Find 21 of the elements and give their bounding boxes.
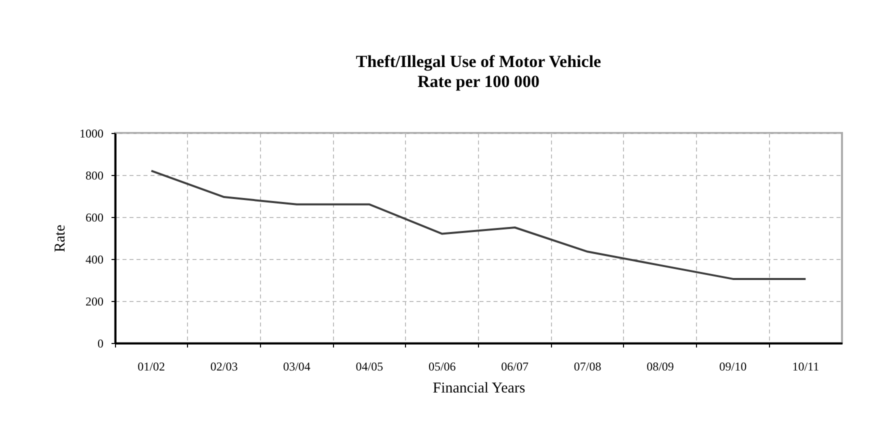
chart-subtitle: Rate per 100 000 — [418, 72, 540, 91]
x-tick-label: 04/05 — [356, 360, 384, 374]
line-series — [150, 170, 807, 280]
chart-title: Theft/Illegal Use of Motor Vehicle — [356, 52, 602, 71]
y-tick-label: 1000 — [80, 126, 104, 140]
y-tick-label: 200 — [86, 294, 104, 308]
x-tick-label: 03/04 — [283, 360, 310, 374]
y-tick-label: 800 — [86, 168, 104, 182]
x-tick-label: 10/11 — [792, 360, 820, 374]
y-tick-label: 400 — [86, 252, 104, 266]
x-tick-label: 08/09 — [646, 360, 674, 374]
x-tick-label: 02/03 — [210, 360, 238, 374]
y-tick-label: 0 — [98, 336, 104, 350]
x-axis-title: Financial Years — [432, 380, 526, 396]
x-tick-label: 09/10 — [719, 360, 747, 374]
x-tick-label: 01/02 — [138, 360, 166, 374]
y-axis-title: Rate — [52, 224, 68, 252]
x-tick-label: 06/07 — [501, 360, 529, 374]
x-tick-label: 07/08 — [574, 360, 602, 374]
y-tick-label: 600 — [86, 210, 104, 224]
x-tick-label: 05/06 — [428, 360, 456, 374]
